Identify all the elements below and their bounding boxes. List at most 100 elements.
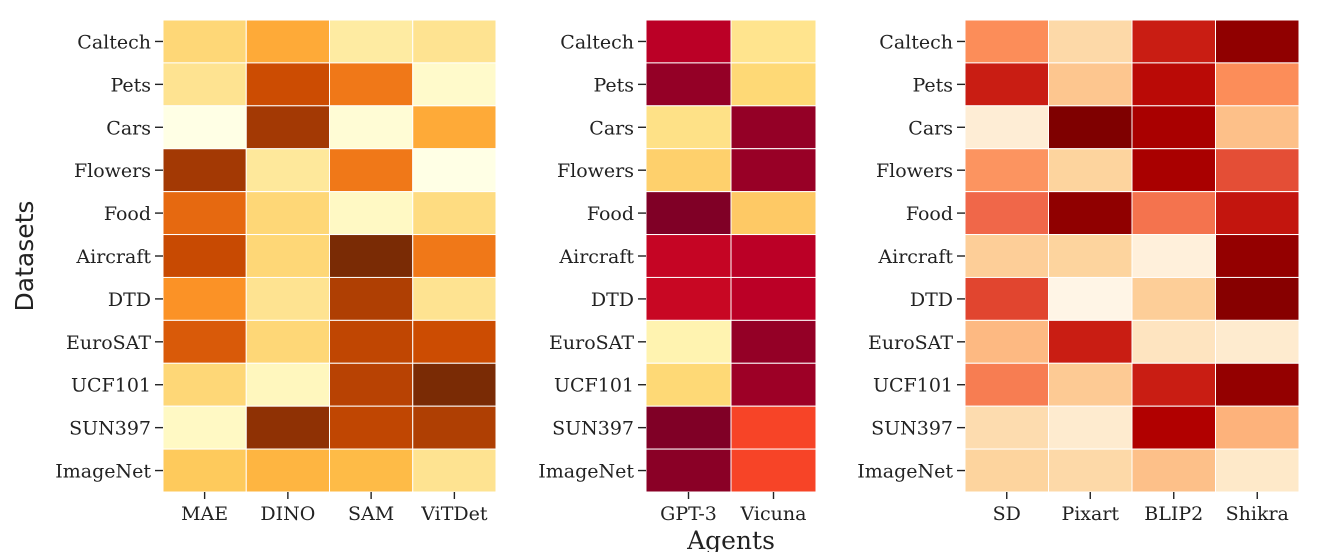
- y-tick-label: ImageNet: [538, 461, 634, 483]
- heatmap-cell: [645, 234, 732, 278]
- y-tick-label: Flowers: [876, 160, 953, 182]
- y-tick-label: Aircraft: [558, 246, 634, 268]
- heatmap-cell: [645, 191, 732, 236]
- heatmap-cell: [1048, 105, 1133, 150]
- heatmap-cell: [162, 62, 247, 107]
- heatmap-cell: [245, 191, 330, 236]
- heatmap-cell: [1048, 276, 1133, 321]
- y-tick-label: Caltech: [560, 31, 634, 53]
- heatmap-cell: [245, 448, 330, 493]
- heatmap-cell: [964, 405, 1049, 450]
- heatmap-cell: [1131, 191, 1216, 236]
- heatmap-cell: [1131, 19, 1216, 64]
- heatmap-cell: [412, 405, 497, 450]
- heatmap-cell: [645, 405, 732, 450]
- heatmap-cell: [1215, 191, 1300, 236]
- heatmap-cell: [1048, 362, 1133, 407]
- y-tick-label: Food: [587, 203, 634, 225]
- y-tick-label: Aircraft: [75, 246, 151, 268]
- heatmap-cell: [329, 319, 414, 364]
- heatmap-cell: [245, 362, 330, 407]
- heatmap-cell: [1048, 62, 1133, 107]
- heatmap-cell: [730, 191, 817, 236]
- heatmap-cell: [645, 276, 732, 321]
- heatmap-cell: [245, 19, 330, 64]
- heatmap-panel-2: Caltech Pets Cars Flowers Food Aircraft DTD Eur…: [538, 19, 817, 552]
- heatmap-cell: [412, 148, 497, 193]
- heatmap-cell: [1048, 448, 1133, 493]
- heatmap-cell: [162, 319, 247, 364]
- heatmap-cell: [412, 234, 497, 278]
- heatmap-cell: [1215, 62, 1300, 107]
- heatmap-cell: [1048, 405, 1133, 450]
- heatmap-cell: [1131, 276, 1216, 321]
- y-tick-label: SUN397: [69, 418, 151, 440]
- heatmap-cell: [412, 19, 497, 64]
- heatmap-cell: [964, 19, 1049, 64]
- heatmap-cell: [645, 448, 732, 493]
- heatmap-cell: [1215, 105, 1300, 150]
- heatmap-cell: [730, 148, 817, 193]
- heatmap-cell: [730, 448, 817, 493]
- heatmap-panel-1: Caltech Pets Cars Flowers Food Aircraft DTD Eur…: [10, 19, 497, 525]
- x-axis-title: Agents: [686, 526, 775, 552]
- x-tick-label: SAM: [348, 503, 394, 525]
- heatmap-cell: [1048, 148, 1133, 193]
- heatmap-cell: [329, 448, 414, 493]
- heatmap-cell: [245, 105, 330, 150]
- y-tick-label: ImageNet: [55, 461, 151, 483]
- heatmap-cell: [1215, 362, 1300, 407]
- heatmap-cell: [1131, 234, 1216, 278]
- heatmap-cell: [329, 405, 414, 450]
- x-tick-label: MAE: [181, 503, 228, 525]
- y-tick-label: DTD: [591, 289, 634, 311]
- heatmap-cell: [245, 276, 330, 321]
- x-tick-label: DINO: [260, 503, 315, 525]
- y-tick-label: Pets: [110, 74, 151, 96]
- y-tick-label: Caltech: [77, 31, 151, 53]
- heatmap-cell: [964, 234, 1049, 278]
- y-tick-label: EuroSAT: [868, 332, 953, 354]
- heatmap-cell: [964, 191, 1049, 236]
- y-tick-label: DTD: [108, 289, 151, 311]
- y-tick-label: Caltech: [879, 31, 953, 53]
- y-tick-label: SUN397: [871, 418, 953, 440]
- y-tick-label: Pets: [912, 74, 953, 96]
- heatmap-cell: [329, 62, 414, 107]
- heatmap-cell: [964, 105, 1049, 150]
- heatmap-cell: [964, 62, 1049, 107]
- x-tick-label: BLIP2: [1144, 503, 1203, 525]
- heatmap-cell: [1215, 448, 1300, 493]
- x-tick-label: SD: [993, 503, 1021, 525]
- heatmap-cell: [1215, 19, 1300, 64]
- heatmap-cell: [329, 105, 414, 150]
- heatmap-cell: [964, 362, 1049, 407]
- heatmap-cell: [1131, 105, 1216, 150]
- heatmap-cell: [412, 319, 497, 364]
- y-tick-label: UCF101: [873, 375, 953, 397]
- y-axis-title: Datasets: [10, 201, 39, 312]
- heatmap-cell: [1048, 19, 1133, 64]
- y-tick-label: Flowers: [557, 160, 634, 182]
- heatmap-cell: [329, 148, 414, 193]
- y-tick-label: Flowers: [74, 160, 151, 182]
- heatmap-cell: [329, 234, 414, 278]
- heatmap-cell: [162, 19, 247, 64]
- x-tick-label: ViTDet: [420, 503, 488, 525]
- heatmap-cell: [730, 19, 817, 64]
- heatmap-cell: [162, 105, 247, 150]
- heatmap-cell: [245, 405, 330, 450]
- heatmap-cell: [329, 191, 414, 236]
- x-tick-label: Vicuna: [740, 503, 807, 525]
- heatmap-cell: [162, 148, 247, 193]
- y-tick-label: Food: [906, 203, 953, 225]
- heatmap-cell: [1215, 319, 1300, 364]
- heatmap-cell: [329, 19, 414, 64]
- heatmap-cell: [645, 148, 732, 193]
- x-tick-label: Pixart: [1061, 503, 1119, 525]
- heatmap-cell: [645, 62, 732, 107]
- heatmap-cell: [412, 276, 497, 321]
- heatmap-cell: [412, 62, 497, 107]
- heatmap-cell: [1215, 148, 1300, 193]
